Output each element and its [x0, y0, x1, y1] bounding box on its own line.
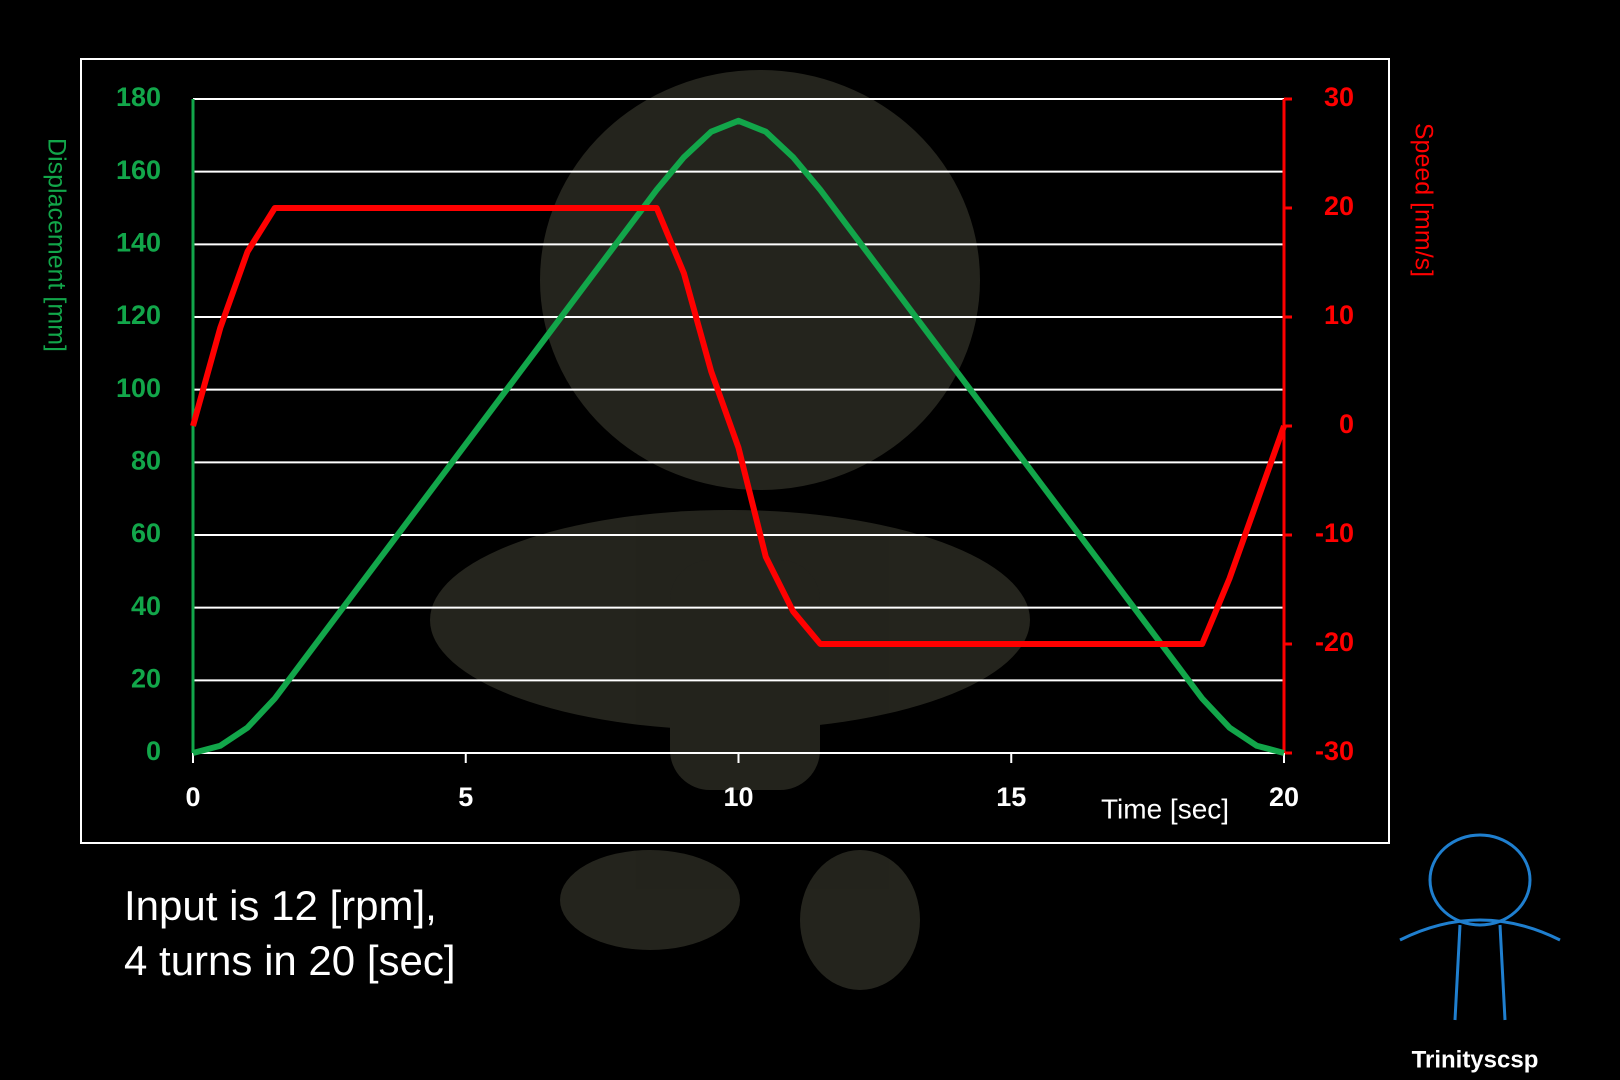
y2-axis-label: Speed [mm/s]	[1409, 123, 1437, 277]
y2-tick-label: -30	[1315, 736, 1354, 766]
y2-tick-label: -20	[1315, 627, 1354, 657]
y2-tick-label: 10	[1324, 300, 1354, 330]
y2-tick-label: -10	[1315, 518, 1354, 548]
logo	[1399, 833, 1561, 1021]
annotation: Input is 12 [rpm],	[124, 882, 437, 929]
chart-frame	[80, 58, 1390, 844]
data-line	[190, 205, 1287, 647]
y-tick-label: 140	[116, 227, 161, 257]
y-tick-label: 20	[131, 663, 161, 693]
x-tick-label: 20	[1269, 782, 1299, 812]
data-line	[192, 117, 1285, 756]
y-tick-label: 40	[131, 591, 161, 621]
mascot-foot	[800, 850, 920, 990]
mascot-foot	[560, 850, 740, 950]
x-tick-label: 0	[185, 782, 200, 812]
x-tick-label: 15	[996, 782, 1026, 812]
y-tick-label: 0	[146, 736, 161, 766]
y2-tick-label: 0	[1339, 409, 1354, 439]
logo-body	[1399, 918, 1561, 1021]
y-tick-label: 60	[131, 518, 161, 548]
mascot-body	[670, 560, 820, 790]
y-tick-label: 160	[116, 155, 161, 185]
y-tick-label: 100	[116, 373, 161, 403]
x-tick-label: 10	[723, 782, 753, 812]
mascot-backdrop	[430, 70, 1030, 990]
mascot-head	[540, 70, 980, 490]
y-tick-label: 120	[116, 300, 161, 330]
x-tick-label: 5	[458, 782, 473, 812]
y-tick-label: 180	[116, 82, 161, 112]
annotation: 4 turns in 20 [sec]	[124, 937, 456, 984]
logo-head	[1428, 833, 1532, 927]
x-axis-label: Time [sec]	[1101, 793, 1229, 824]
y-tick-label: 80	[131, 445, 161, 475]
credit: Trinityscsp	[1412, 1046, 1539, 1073]
y2-tick-label: 20	[1324, 191, 1354, 221]
y2-tick-label: 30	[1324, 82, 1354, 112]
y-axis-label: Displacement [mm]	[42, 138, 70, 352]
